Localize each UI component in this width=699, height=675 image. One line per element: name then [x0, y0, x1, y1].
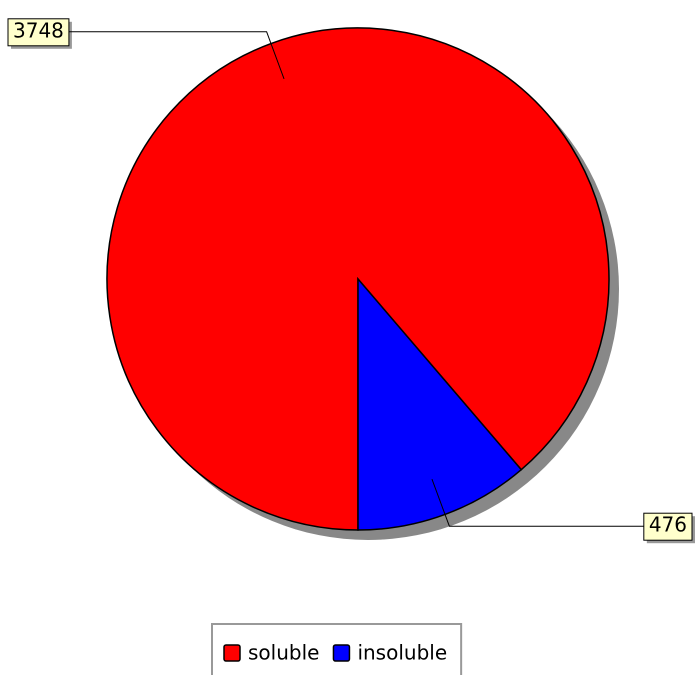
value-label: 476: [643, 512, 695, 544]
value-label-text: 476: [649, 513, 687, 537]
leader-line: [431, 478, 644, 527]
legend-swatch: [223, 644, 241, 662]
legend-swatch: [332, 644, 351, 662]
label-box: [7, 18, 70, 47]
leader-line: [68, 31, 285, 80]
legend-label: soluble: [248, 641, 319, 665]
label-box: [643, 512, 693, 541]
legend-label: insoluble: [357, 641, 447, 665]
legend: soluble insoluble: [211, 623, 463, 675]
value-label-text: 3748: [13, 18, 64, 42]
value-label: 3748: [7, 18, 72, 49]
